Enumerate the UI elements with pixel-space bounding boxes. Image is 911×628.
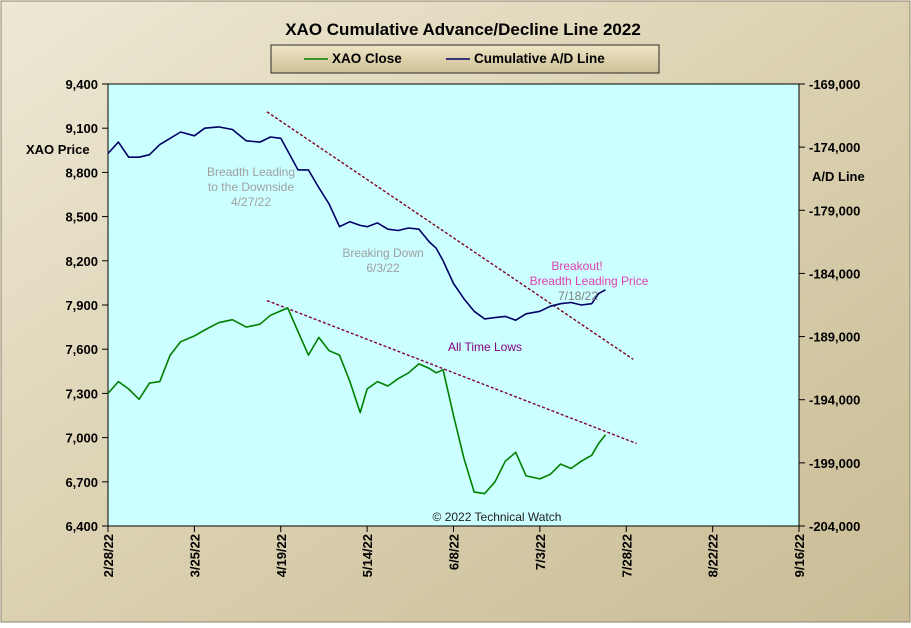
x-tick-label: 4/19/22: [274, 534, 289, 577]
annotation-breakout-2: Breadth Leading Price: [530, 274, 649, 288]
left-tick-label: 7,000: [65, 431, 98, 446]
left-tick-label: 9,400: [65, 77, 98, 92]
x-tick-label: 7/28/22: [619, 534, 634, 577]
left-tick-label: 6,700: [65, 475, 98, 490]
trendline-price: [266, 299, 637, 445]
x-tick-label: 3/25/22: [187, 534, 202, 577]
chart-title: XAO Cumulative Advance/Decline Line 2022: [285, 20, 641, 39]
series-line-ad-line: [107, 126, 606, 322]
copyright-note: © 2022 Technical Watch: [433, 510, 562, 524]
series-layer: [107, 126, 607, 495]
left-tick-label: 8,800: [65, 165, 98, 180]
right-tick-label: -189,000: [809, 330, 860, 345]
x-tick-label: 6/8/22: [447, 534, 462, 570]
left-tick-label: 7,900: [65, 298, 98, 313]
left-axis-title: XAO Price: [26, 142, 90, 157]
legend-label-ad-line: Cumulative A/D Line: [474, 51, 605, 66]
annotation-breadth-leading-down-3: 4/27/22: [231, 195, 271, 209]
annotation-all-time-lows: All Time Lows: [448, 340, 522, 354]
annotation-breadth-leading-down-1: Breadth Leading: [207, 165, 295, 179]
left-axis: 9,400 9,100 8,800 8,500 8,200 7,900 7,600 7,300…: [65, 77, 108, 534]
right-tick-label: -174,000: [809, 140, 860, 155]
series-line-xao-close: [107, 307, 607, 495]
right-tick-label: -184,000: [809, 266, 860, 281]
right-axis: -169,000 -174,000 -179,000 -184,000 -189,000…: [799, 77, 860, 534]
left-tick-label: 6,400: [65, 519, 98, 534]
trendline-ad: [266, 111, 634, 360]
right-tick-label: -194,000: [809, 393, 860, 408]
left-tick-label: 9,100: [65, 121, 98, 136]
x-tick-label: 9/16/22: [792, 534, 807, 577]
x-tick-label: 2/28/22: [101, 534, 116, 577]
plot-area: [107, 83, 800, 527]
annotations: Breadth Leading to the Downside 4/27/22 …: [207, 165, 649, 524]
legend-label-xao-close: XAO Close: [332, 51, 402, 66]
right-tick-label: -169,000: [809, 77, 860, 92]
trendlines: [266, 111, 637, 445]
annotation-breakout-date: 7/18/22: [558, 289, 598, 303]
right-tick-label: -199,000: [809, 456, 860, 471]
x-tick-label: 8/22/22: [706, 534, 721, 577]
legend: XAO Close Cumulative A/D Line: [270, 44, 660, 74]
left-tick-label: 8,200: [65, 254, 98, 269]
annotation-breaking-down-1: Breaking Down: [342, 246, 423, 260]
annotation-breakout-1: Breakout!: [551, 259, 602, 273]
left-tick-label: 7,600: [65, 342, 98, 357]
x-tick-label: 5/14/22: [360, 534, 375, 577]
x-tick-label: 7/3/22: [533, 534, 548, 570]
right-tick-label: -179,000: [809, 203, 860, 218]
left-tick-label: 8,500: [65, 210, 98, 225]
annotation-breadth-leading-down-2: to the Downside: [208, 180, 294, 194]
left-tick-label: 7,300: [65, 386, 98, 401]
right-tick-label: -204,000: [809, 519, 860, 534]
annotation-breaking-down-2: 6/3/22: [366, 261, 400, 275]
right-axis-title: A/D Line: [812, 169, 865, 184]
x-axis: 2/28/22 3/25/22 4/19/22 5/14/22 6/8/22 7/3/22…: [101, 526, 807, 577]
